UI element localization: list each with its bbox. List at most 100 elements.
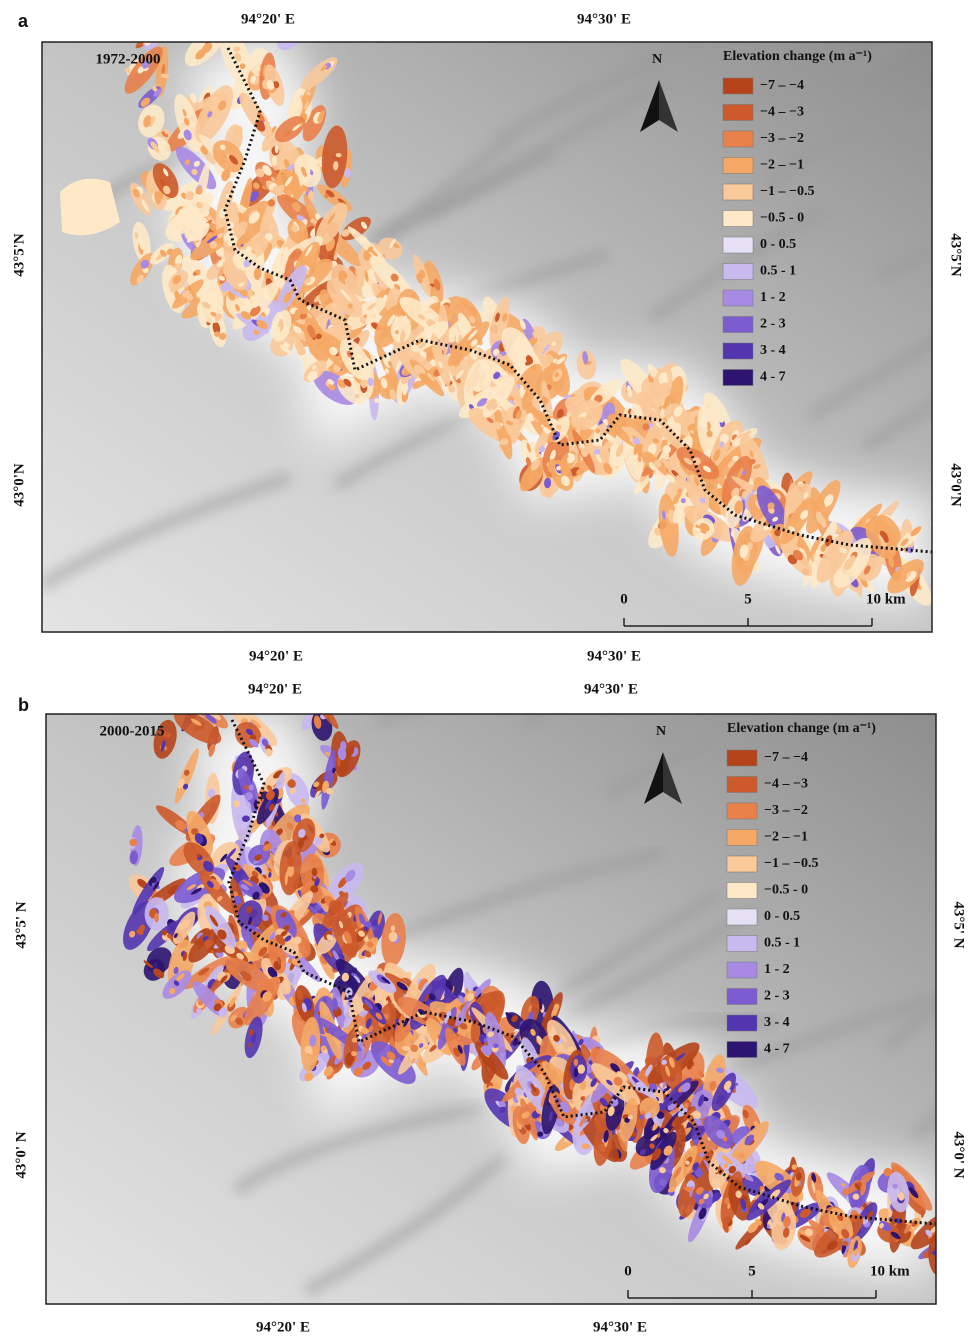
- glacier: [193, 0, 233, 30]
- glacier-speck: [197, 698, 205, 708]
- glacier-speck: [948, 530, 959, 541]
- glacier-patch: [193, 0, 232, 30]
- north-label: N: [652, 52, 662, 67]
- glacier-speck: [272, 156, 277, 166]
- glacier-speck: [300, 17, 309, 26]
- glacier-speck: [197, 1, 206, 10]
- glacier-speck: [196, 664, 204, 673]
- legend-swatch: [723, 264, 753, 280]
- glacier-speck: [305, 692, 310, 697]
- glacier-speck: [149, 653, 157, 667]
- legend-label: −4 – −3: [760, 105, 804, 120]
- glacier-speck: [207, 685, 212, 690]
- legend-swatch: [723, 158, 753, 174]
- glacier: [945, 535, 970, 587]
- glacier-speck: [217, 9, 227, 19]
- glacier-patch: [185, 2, 215, 35]
- scale-label: 5: [744, 591, 752, 607]
- glacier-speck: [960, 538, 967, 545]
- legend-label: 2 - 3: [760, 317, 786, 332]
- legend-swatch: [723, 105, 753, 121]
- legend-swatch: [723, 211, 753, 227]
- glacier-speck: [291, 30, 300, 38]
- glacier-patch: [301, 667, 317, 704]
- glacier-speck: [151, 674, 155, 679]
- glacier-speck: [152, 24, 156, 29]
- glacier-patch: [146, 651, 166, 683]
- right-tick-label: 43°5'N: [948, 233, 964, 277]
- glacier-patch: [182, 661, 216, 698]
- bottom-tick-label: 94°20' E: [249, 648, 303, 664]
- right-tick-label: 43°0'N: [948, 463, 964, 507]
- legend-swatch: [723, 184, 753, 200]
- legend-label: −0.5 - 0: [760, 211, 804, 226]
- period-label: 1972-2000: [96, 51, 161, 67]
- legend-swatch: [723, 370, 753, 386]
- legend-swatch: [723, 78, 753, 94]
- glacier-speck: [960, 559, 970, 569]
- legend-label: −3 – −2: [760, 131, 804, 146]
- scale-label: 10 km: [866, 591, 906, 607]
- glacier: [927, 518, 970, 564]
- legend-label: 0 - 0.5: [760, 237, 796, 252]
- glacier-speck: [295, 12, 307, 24]
- glacier-speck: [317, 695, 326, 705]
- glacier-speck: [194, 689, 206, 704]
- bottom-tick-label: 94°30' E: [587, 648, 641, 664]
- glacier-speck: [193, 687, 206, 701]
- legend-swatch: [723, 290, 753, 306]
- top-tick-label: 94°20' E: [241, 11, 295, 27]
- glacier-speck: [144, 28, 155, 39]
- glacier-speck: [954, 541, 962, 550]
- glacier-speck: [189, 676, 198, 690]
- glacier-speck: [199, 16, 211, 30]
- legend-label: −2 – −1: [760, 158, 804, 173]
- map-panel: 2000-2015NElevation change (m a⁻¹)−7 – −…: [46, 613, 970, 1304]
- glacier-speck: [197, 16, 209, 29]
- map-panel: 1972-2000 N Elevation change (m a⁻¹) −7 – −…: [42, 0, 970, 632]
- glacier-speck: [956, 551, 968, 564]
- glacier: [146, 651, 166, 683]
- valley: [378, 627, 612, 722]
- glacier-speck: [302, 677, 310, 685]
- glacier: [184, 2, 214, 35]
- top-tick-label: 94°30' E: [577, 11, 631, 27]
- glacier-speck: [150, 30, 161, 40]
- glacier-speck: [211, 675, 217, 683]
- legend-swatch: [723, 237, 753, 253]
- legend-swatch: [723, 343, 753, 359]
- legend-title: Elevation change (m a⁻¹): [723, 49, 872, 64]
- glacier-speck: [207, 677, 213, 684]
- glacier-speck: [193, 4, 200, 12]
- panel-letter: a: [18, 11, 29, 31]
- glacier: [60, 179, 120, 236]
- glacier-speck: [319, 705, 329, 715]
- glacier-speck: [315, 702, 326, 714]
- left-tick-label: 43°5'N: [11, 233, 27, 277]
- glacier-speck: [208, 6, 221, 17]
- glacier-patch: [927, 518, 970, 563]
- legend-label: 4 - 7: [760, 370, 786, 385]
- legend-swatch: [723, 131, 753, 147]
- left-tick-label: 43°0'N: [11, 463, 27, 507]
- legend-label: −1 – −0.5: [760, 184, 814, 199]
- glacier-speck: [275, 145, 279, 153]
- glacier: [182, 661, 216, 698]
- legend-label: 1 - 2: [760, 290, 786, 305]
- glacier: [144, 897, 168, 931]
- glacier-speck: [954, 559, 964, 570]
- glacier-patch: [945, 535, 970, 587]
- legend-label: −7 – −4: [760, 78, 804, 93]
- glacier-speck: [155, 659, 158, 672]
- glacier: [203, 667, 219, 691]
- legend-swatch: [723, 317, 753, 333]
- map-content: [46, 613, 970, 1304]
- scale-label: 0: [620, 591, 628, 607]
- glacier-speck: [308, 693, 321, 707]
- glacier-speck: [302, 693, 310, 702]
- legend-label: 0.5 - 1: [760, 264, 796, 279]
- glacier-speck: [201, 671, 208, 678]
- glacier-patch: [203, 667, 219, 689]
- legend-label: 3 - 4: [760, 343, 786, 358]
